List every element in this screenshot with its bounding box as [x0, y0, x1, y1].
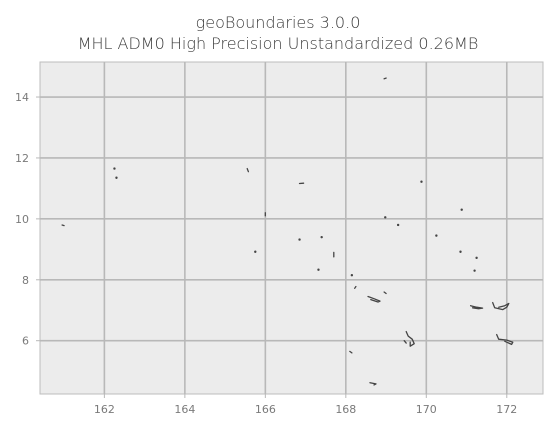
map-title-line-2: MHL ADM0 High Precision Unstandardized 0… [78, 34, 479, 53]
island-shape [369, 382, 377, 386]
map-title-line-1: geoBoundaries 3.0.0 [196, 13, 361, 32]
island-shape [350, 274, 354, 277]
land-layer [61, 77, 514, 386]
island-shape [354, 285, 357, 289]
island-shape [115, 176, 118, 179]
y-tick-label: 10 [15, 213, 29, 226]
island-shape [113, 167, 116, 170]
island-shape [473, 269, 476, 272]
island-shape [61, 224, 65, 227]
island-shape [349, 350, 353, 354]
island-shape [320, 235, 323, 239]
island-shape [246, 167, 250, 173]
y-tick-label: 12 [15, 152, 29, 165]
y-tick-label: 8 [22, 274, 29, 287]
island-shape [459, 250, 462, 253]
island-shape [492, 301, 510, 311]
x-tick-label: 168 [335, 403, 356, 416]
y-tick-label: 14 [15, 91, 29, 104]
island-shape [298, 238, 301, 241]
island-shape [496, 333, 514, 346]
x-tick-label: 170 [416, 403, 437, 416]
island-shape [460, 208, 463, 211]
island-shape [367, 295, 381, 303]
y-tick-label: 6 [22, 335, 29, 348]
island-shape [383, 291, 387, 295]
island-shape [469, 305, 484, 310]
island-shape [435, 234, 438, 237]
x-tick-label: 164 [174, 403, 195, 416]
island-shape [396, 223, 400, 227]
grid-layer [36, 62, 543, 398]
x-tick-label: 162 [94, 403, 115, 416]
island-shape [405, 330, 415, 347]
island-shape [475, 256, 478, 260]
x-tick-label: 172 [496, 403, 517, 416]
island-shape [383, 77, 387, 80]
map-plot-area [39, 61, 544, 395]
island-shape [254, 250, 257, 253]
island-shape [403, 340, 407, 344]
x-tick-label: 166 [255, 403, 276, 416]
tick-label-layer: 162 164 166 168 170 172 6 8 10 12 14 [15, 91, 517, 416]
island-shape [384, 216, 387, 219]
island-shape [420, 180, 423, 183]
island-shape [317, 268, 320, 271]
